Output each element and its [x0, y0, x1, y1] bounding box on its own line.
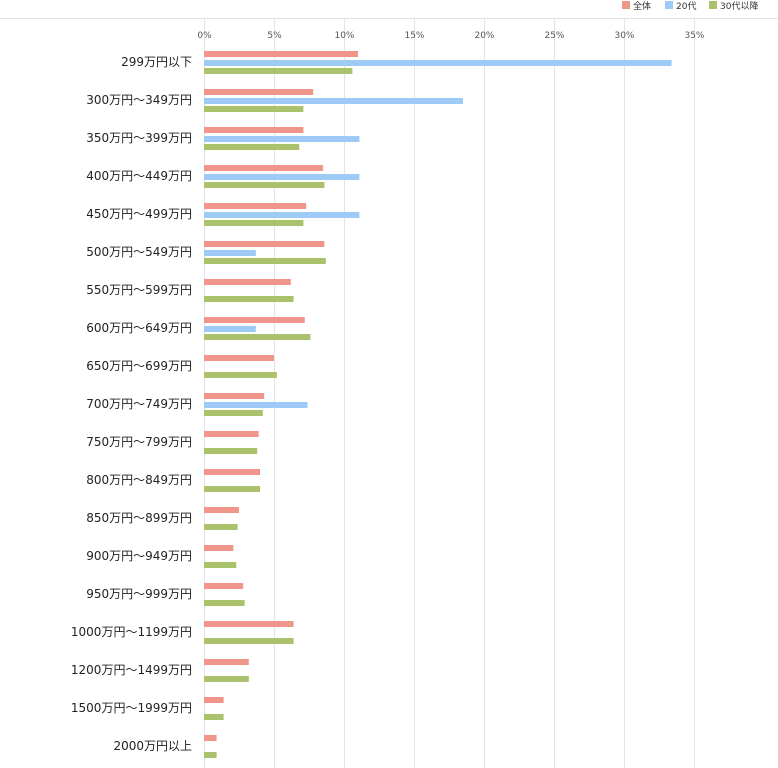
bar-全体-13 [204, 545, 234, 551]
bar-全体-14 [204, 583, 244, 589]
x-tick-label: 5% [267, 31, 282, 41]
bar-30代以降-1 [204, 106, 304, 112]
x-axis-ticks: 0% 5% 10% 15% 20% 25% 30% 35% [197, 31, 705, 41]
legend-swatch-2 [709, 1, 717, 9]
legend-label-2: 30代以降 [720, 0, 758, 12]
bar-30代以降-11 [204, 486, 260, 492]
bar-30代以降-12 [204, 524, 238, 530]
bar-30代以降-18 [204, 752, 217, 758]
legend-swatch-1 [665, 1, 673, 9]
x-tick-label: 15% [404, 31, 424, 41]
bar-20代-4 [204, 212, 360, 218]
bar-30代以降-4 [204, 220, 304, 226]
category-label: 700万円～749万円 [86, 397, 192, 411]
bar-全体-2 [204, 127, 304, 133]
bar-20代-2 [204, 136, 360, 142]
bar-30代以降-10 [204, 448, 258, 454]
legend: 全体 20代 30代以降 [622, 0, 758, 12]
x-tick-label: 30% [614, 31, 634, 41]
bar-全体-12 [204, 507, 239, 513]
x-tick-label: 25% [544, 31, 564, 41]
legend-swatch-0 [622, 1, 630, 9]
bar-全体-17 [204, 697, 224, 703]
bar-全体-15 [204, 621, 294, 627]
bar-30代以降-9 [204, 410, 263, 416]
category-label: 750万円～799万円 [86, 435, 192, 449]
bar-30代以降-17 [204, 714, 224, 720]
category-label: 299万円以下 [121, 55, 192, 69]
bar-全体-0 [204, 51, 358, 57]
bar-全体-16 [204, 659, 249, 665]
bar-全体-10 [204, 431, 259, 437]
bar-30代以降-2 [204, 144, 300, 150]
category-label: 1000万円～1199万円 [71, 625, 192, 639]
bar-30代以降-16 [204, 676, 249, 682]
bar-全体-6 [204, 279, 291, 285]
category-label: 300万円～349万円 [86, 93, 192, 107]
bar-30代以降-8 [204, 372, 277, 378]
category-label: 2000万円以上 [113, 739, 192, 753]
bar-30代以降-0 [204, 68, 353, 74]
bar-20代-5 [204, 250, 256, 256]
bar-全体-3 [204, 165, 323, 171]
x-tick-label: 10% [334, 31, 354, 41]
category-label: 550万円～599万円 [86, 283, 192, 297]
category-label: 900万円～949万円 [86, 549, 192, 563]
bar-20代-3 [204, 174, 360, 180]
bar-20代-0 [204, 60, 672, 66]
bars [204, 51, 672, 758]
bar-20代-7 [204, 326, 256, 332]
legend-label-0: 全体 [633, 0, 651, 12]
category-label: 850万円～899万円 [86, 511, 192, 525]
bar-20代-1 [204, 98, 463, 104]
category-label: 1500万円～1999万円 [71, 701, 192, 715]
bar-全体-9 [204, 393, 265, 399]
category-label: 800万円～849万円 [86, 473, 192, 487]
bar-30代以降-3 [204, 182, 325, 188]
category-label: 350万円～399万円 [86, 131, 192, 145]
category-label: 950万円～999万円 [86, 587, 192, 601]
bar-30代以降-7 [204, 334, 311, 340]
bar-全体-8 [204, 355, 274, 361]
category-label: 500万円～549万円 [86, 245, 192, 259]
category-label: 650万円～699万円 [86, 359, 192, 373]
bar-30代以降-15 [204, 638, 294, 644]
bar-全体-11 [204, 469, 260, 475]
category-labels: 299万円以下 300万円～349万円 350万円～399万円 400万円～449万円… [71, 55, 192, 753]
bar-30代以降-13 [204, 562, 237, 568]
bar-30代以降-5 [204, 258, 326, 264]
gridlines [204, 19, 695, 768]
category-label: 600万円～649万円 [86, 321, 192, 335]
bar-全体-1 [204, 89, 314, 95]
x-tick-label: 20% [474, 31, 494, 41]
x-tick-label: 35% [684, 31, 704, 41]
bar-全体-4 [204, 203, 307, 209]
category-label: 1200万円～1499万円 [71, 663, 192, 677]
bar-20代-9 [204, 402, 308, 408]
category-label: 450万円～499万円 [86, 207, 192, 221]
bar-全体-18 [204, 735, 217, 741]
bar-30代以降-14 [204, 600, 245, 606]
bar-30代以降-6 [204, 296, 294, 302]
bar-全体-5 [204, 241, 325, 247]
bar-全体-7 [204, 317, 305, 323]
x-tick-label: 0% [197, 31, 212, 41]
legend-label-1: 20代 [676, 1, 696, 12]
category-label: 400万円～449万円 [86, 169, 192, 183]
